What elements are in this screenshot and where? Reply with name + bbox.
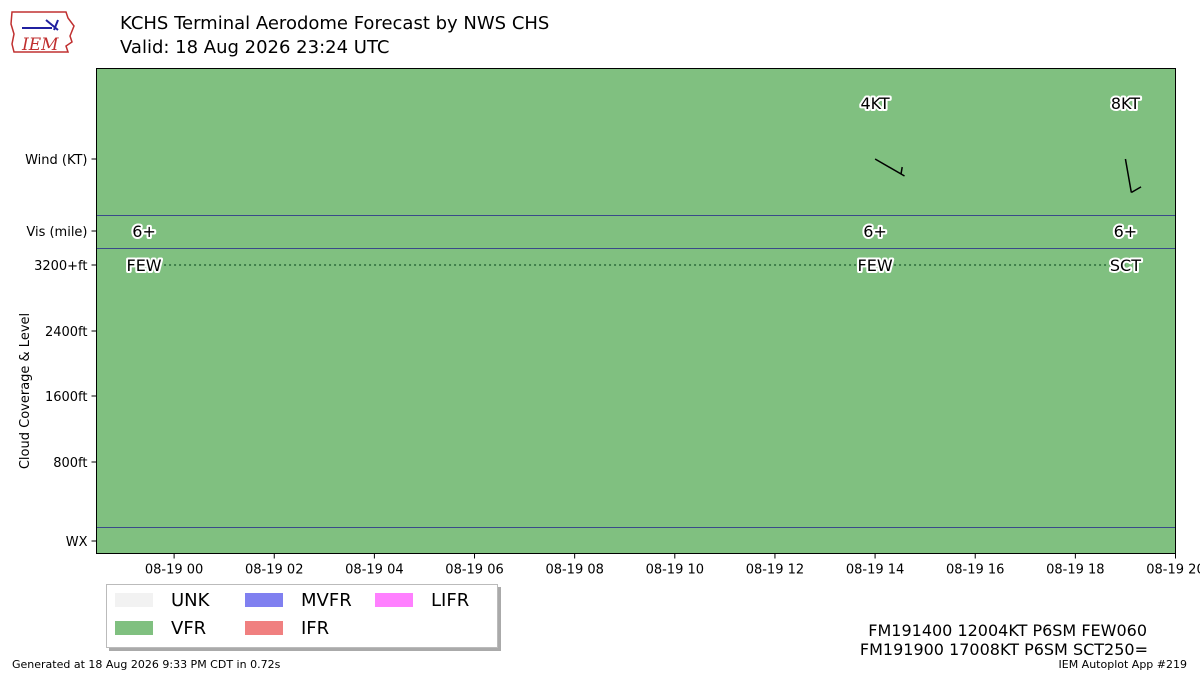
- x-tick-label: 08-19 20: [1146, 563, 1200, 578]
- x-tick-label: 08-19 12: [746, 563, 804, 578]
- y-tick-label-wind: Wind (KT): [25, 153, 87, 168]
- y-tick-label-c1600: 1600ft: [45, 390, 88, 405]
- vis-label: 6+: [1114, 222, 1138, 241]
- legend-item-ifr: IFR: [245, 617, 329, 639]
- x-tick-label: 08-19 06: [445, 563, 503, 578]
- wind-barb: [1124, 158, 1142, 194]
- taf-line: FM191400 12004KT P6SM FEW060: [868, 621, 1147, 640]
- x-tick-label: 08-19 16: [946, 563, 1004, 578]
- legend-label-mvfr: MVFR: [301, 589, 352, 611]
- taf-line: FM191900 17008KT P6SM SCT250=: [859, 640, 1148, 659]
- vis-label: 6+: [863, 222, 887, 241]
- wind-barb: [874, 158, 905, 177]
- wind-speed-label: 4KT: [860, 94, 889, 113]
- chart-title: KCHS Terminal Aerodome Forecast by NWS C…: [120, 13, 550, 34]
- legend-item-lifr: LIFR: [375, 589, 469, 611]
- y-axis-title: Cloud Coverage & Level: [18, 313, 33, 469]
- legend-label-lifr: LIFR: [431, 589, 470, 611]
- x-tick-label: 08-19 18: [1046, 563, 1104, 578]
- y-tick-label-c2400: 2400ft: [45, 325, 88, 340]
- y-tick-label-cloud_top: 3200+ft: [34, 259, 87, 274]
- legend: UNK VFR MVFR IFR LIFR: [106, 584, 498, 648]
- x-tick-label: 08-19 04: [345, 563, 403, 578]
- x-tick-label: 08-19 10: [646, 563, 704, 578]
- logo-text: IEM: [21, 35, 59, 55]
- legend-swatch-vfr: [115, 621, 153, 635]
- legend-item-unk: UNK: [115, 589, 209, 611]
- legend-item-vfr: VFR: [115, 617, 206, 639]
- x-tick-label: 08-19 02: [245, 563, 303, 578]
- wind-speed-label: 8KT: [1111, 94, 1140, 113]
- cloud-label: SCT: [1110, 256, 1141, 275]
- iowa-outline-icon: [10, 11, 75, 53]
- plot-frame: [96, 68, 1176, 554]
- y-tick-label-c800: 800ft: [53, 456, 87, 471]
- legend-label-unk: UNK: [171, 589, 210, 611]
- legend-label-vfr: VFR: [171, 617, 207, 639]
- vis-label: 6+: [132, 222, 156, 241]
- legend-swatch-lifr: [375, 593, 413, 607]
- y-tick-label-vis: Vis (mile): [26, 225, 87, 240]
- legend-swatch-ifr: [245, 621, 283, 635]
- plot-background: [96, 68, 1176, 554]
- legend-swatch-mvfr: [245, 593, 283, 607]
- x-tick-label: 08-19 14: [846, 563, 904, 578]
- legend-item-mvfr: MVFR: [245, 589, 352, 611]
- y-tick-label-wx: WX: [66, 535, 88, 550]
- legend-swatch-unk: [115, 593, 153, 607]
- cloud-label: FEW: [858, 256, 893, 275]
- legend-label-ifr: IFR: [301, 617, 330, 639]
- iem-logo: IEM: [10, 11, 75, 55]
- app-note: IEM Autoplot App #219: [1058, 658, 1188, 671]
- chart-valid-time: Valid: 18 Aug 2026 23:24 UTC: [120, 37, 390, 58]
- wind-symbol-icon: [22, 19, 59, 31]
- x-tick-label: 08-19 08: [545, 563, 603, 578]
- x-tick-label: 08-19 00: [145, 563, 203, 578]
- generated-note: Generated at 18 Aug 2026 9:33 PM CDT in …: [12, 658, 281, 671]
- cloud-label: FEW: [126, 256, 161, 275]
